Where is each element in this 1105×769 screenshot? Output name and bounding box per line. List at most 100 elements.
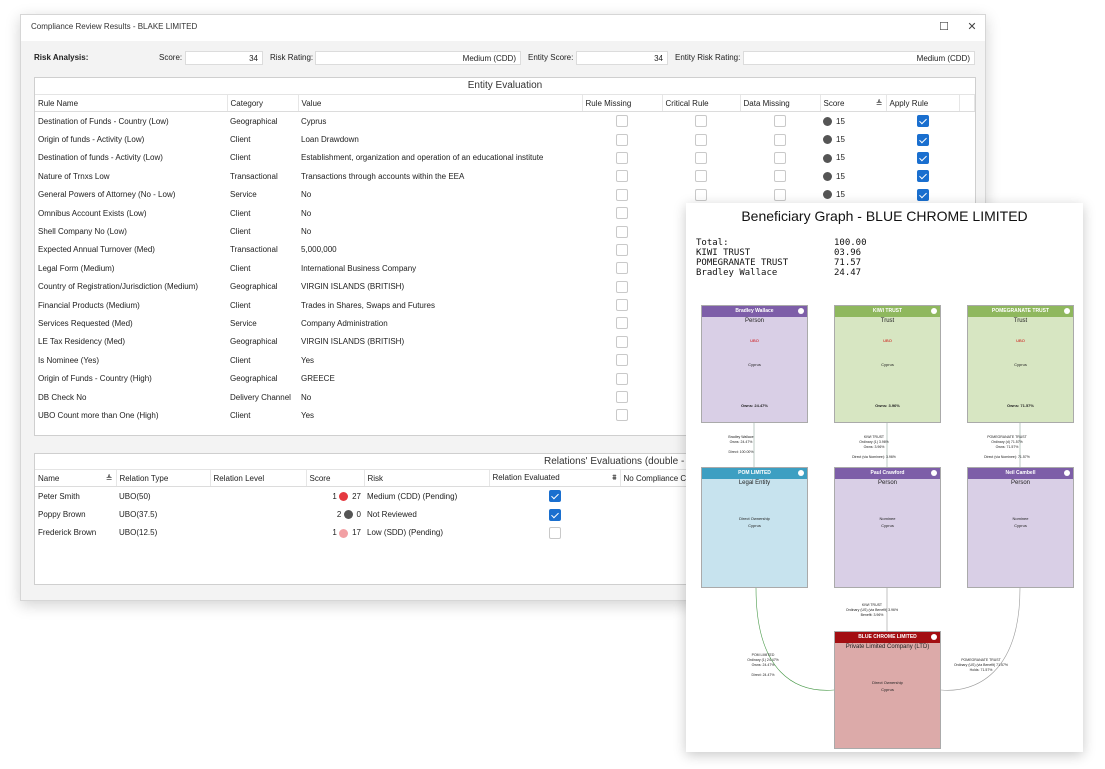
critical-rule-checkbox[interactable] bbox=[695, 170, 707, 183]
score-dot-icon bbox=[339, 491, 349, 501]
rule-missing-cell bbox=[582, 130, 662, 148]
apply-rule-checkbox[interactable] bbox=[916, 115, 929, 128]
rule-missing-checkbox[interactable] bbox=[616, 391, 628, 404]
col-rule-name[interactable]: Rule Name bbox=[35, 95, 228, 112]
relation-evaluated-checkbox[interactable] bbox=[548, 526, 561, 539]
score-cell: 15 bbox=[820, 112, 886, 131]
rule-name: Is Nominee (Yes) bbox=[38, 355, 100, 365]
node-line-1: Nominee bbox=[879, 516, 896, 521]
rule-missing-cell bbox=[582, 222, 662, 240]
critical-rule-cell bbox=[662, 186, 740, 204]
apply-rule-checkbox[interactable] bbox=[916, 133, 929, 146]
risk-analysis-label: Risk Analysis: bbox=[34, 53, 89, 62]
entity-header-row: Rule Name Category Value Rule Missing Cr… bbox=[35, 95, 975, 112]
edge-label: KIWI TRUST Ordinary (US) (via Benefit) 3… bbox=[845, 603, 899, 617]
rule-missing-checkbox[interactable] bbox=[616, 372, 628, 385]
col-critical-rule[interactable]: Critical Rule bbox=[662, 95, 741, 112]
table-row[interactable]: Destination of funds - Activity (Low) Cl… bbox=[35, 149, 975, 167]
rule-missing-checkbox[interactable] bbox=[616, 299, 628, 312]
node-line-1: Direct Ownership bbox=[872, 680, 903, 685]
node-line-2: Cyprus bbox=[1014, 523, 1027, 528]
apply-rule-checkbox[interactable] bbox=[916, 170, 929, 183]
apply-rule-checkbox[interactable] bbox=[916, 188, 929, 201]
col-value[interactable]: Value bbox=[298, 95, 583, 112]
data-missing-checkbox[interactable] bbox=[774, 115, 786, 128]
rule-name: General Powers of Attorney (No - Low) bbox=[38, 190, 176, 200]
col-rule-missing[interactable]: Rule Missing bbox=[582, 95, 663, 112]
col-relation-evaluated[interactable]: Relation Evaluated ⩩ bbox=[489, 470, 621, 487]
table-row[interactable]: Poppy Brown UBO(37.5) 2 0 Not Reviewed bbox=[35, 505, 975, 523]
data-missing-checkbox[interactable] bbox=[774, 188, 786, 201]
rule-missing-checkbox[interactable] bbox=[616, 354, 628, 367]
critical-rule-checkbox[interactable] bbox=[695, 133, 707, 146]
rule-missing-checkbox[interactable] bbox=[616, 207, 628, 220]
col-filler bbox=[959, 95, 975, 112]
col-relation-type[interactable]: Relation Type bbox=[116, 470, 211, 487]
data-missing-cell bbox=[740, 186, 820, 204]
node-line-2: Cyprus bbox=[881, 687, 894, 692]
rule-missing-checkbox[interactable] bbox=[616, 115, 628, 128]
graph-node[interactable]: Bradley Wallace Person UBO Cyprus Owns: … bbox=[701, 305, 808, 423]
rule-missing-checkbox[interactable] bbox=[616, 188, 628, 201]
table-row[interactable]: Peter Smith UBO(50) 1 27 Medium (CDD) (P… bbox=[35, 487, 975, 506]
relation-evaluated-checkbox[interactable] bbox=[548, 490, 561, 503]
rule-category: Delivery Channel bbox=[230, 392, 291, 402]
graph-node[interactable]: Paul Crawford Person Nominee Cyprus bbox=[834, 467, 941, 588]
table-row[interactable]: General Powers of Attorney (No - Low) Se… bbox=[35, 186, 975, 204]
rule-name: DB Check No bbox=[38, 392, 87, 402]
table-row[interactable]: Frederick Brown UBO(12.5) 1 17 Low (SDD)… bbox=[35, 524, 975, 542]
graph-node[interactable]: KIWI TRUST Trust UBO Cyprus Owns: 3.96% bbox=[834, 305, 941, 423]
rule-missing-checkbox[interactable] bbox=[616, 151, 628, 164]
rule-value: GREECE bbox=[301, 374, 335, 384]
ownership-edge bbox=[755, 587, 835, 691]
rule-missing-checkbox[interactable] bbox=[616, 243, 628, 256]
relation-evaluated-checkbox[interactable] bbox=[548, 508, 561, 521]
apply-rule-checkbox[interactable] bbox=[916, 151, 929, 164]
col-name[interactable]: Name ≜ bbox=[35, 470, 117, 487]
filter-icon[interactable]: ⩩ bbox=[612, 473, 617, 482]
entity-risk-rating-field: Medium (CDD) bbox=[743, 51, 975, 65]
rule-missing-checkbox[interactable] bbox=[616, 133, 628, 146]
rule-category: Geographical bbox=[230, 282, 278, 292]
table-row[interactable]: Nature of Trnxs Low Transactional Transa… bbox=[35, 167, 975, 185]
critical-rule-checkbox[interactable] bbox=[695, 188, 707, 201]
maximize-icon[interactable]: ☐ bbox=[939, 21, 949, 33]
rule-category: Geographical bbox=[230, 374, 278, 384]
rule-category: Service bbox=[230, 318, 257, 328]
data-missing-checkbox[interactable] bbox=[774, 170, 786, 183]
col-rel-score[interactable]: Score bbox=[306, 470, 365, 487]
rule-missing-checkbox[interactable] bbox=[616, 170, 628, 183]
rule-missing-checkbox[interactable] bbox=[616, 335, 628, 348]
data-missing-checkbox[interactable] bbox=[774, 151, 786, 164]
col-category[interactable]: Category bbox=[227, 95, 299, 112]
rule-missing-cell bbox=[582, 278, 662, 296]
rule-missing-checkbox[interactable] bbox=[616, 225, 628, 238]
graph-node[interactable]: Neil Cambell Person Nominee Cyprus bbox=[967, 467, 1074, 588]
col-relation-level[interactable]: Relation Level bbox=[210, 470, 307, 487]
score-dot-icon bbox=[823, 190, 832, 200]
col-apply-rule[interactable]: Apply Rule bbox=[886, 95, 960, 112]
close-icon[interactable]: ✕ bbox=[967, 21, 977, 33]
graph-node[interactable]: POMEGRANATE TRUST Trust UBO Cyprus Owns:… bbox=[967, 305, 1074, 423]
node-country: Cyprus bbox=[748, 362, 761, 367]
table-row[interactable]: Origin of funds - Activity (Low) Client … bbox=[35, 130, 975, 148]
col-score[interactable]: Score ≜ bbox=[820, 95, 887, 112]
rule-category: Transactional bbox=[230, 245, 278, 255]
rule-missing-checkbox[interactable] bbox=[616, 262, 628, 275]
relation-score: 17 bbox=[352, 528, 361, 538]
critical-rule-cell bbox=[662, 130, 740, 148]
rule-missing-checkbox[interactable] bbox=[616, 409, 628, 422]
relation-name: Poppy Brown bbox=[38, 510, 86, 520]
rule-missing-checkbox[interactable] bbox=[616, 280, 628, 293]
rule-missing-checkbox[interactable] bbox=[616, 317, 628, 330]
col-risk[interactable]: Risk bbox=[364, 470, 490, 487]
critical-rule-checkbox[interactable] bbox=[695, 115, 707, 128]
relation-score: 27 bbox=[352, 491, 361, 501]
critical-rule-checkbox[interactable] bbox=[695, 151, 707, 164]
table-row[interactable]: Destination of Funds - Country (Low) Geo… bbox=[35, 112, 975, 131]
data-missing-checkbox[interactable] bbox=[774, 133, 786, 146]
graph-node[interactable]: POM LIMITED Legal Entity Direct Ownershi… bbox=[701, 467, 808, 588]
relation-risk: Medium (CDD) (Pending) bbox=[367, 491, 458, 501]
graph-root-node[interactable]: BLUE CHROME LIMITED Private Limited Comp… bbox=[834, 631, 941, 749]
col-data-missing[interactable]: Data Missing bbox=[740, 95, 821, 112]
